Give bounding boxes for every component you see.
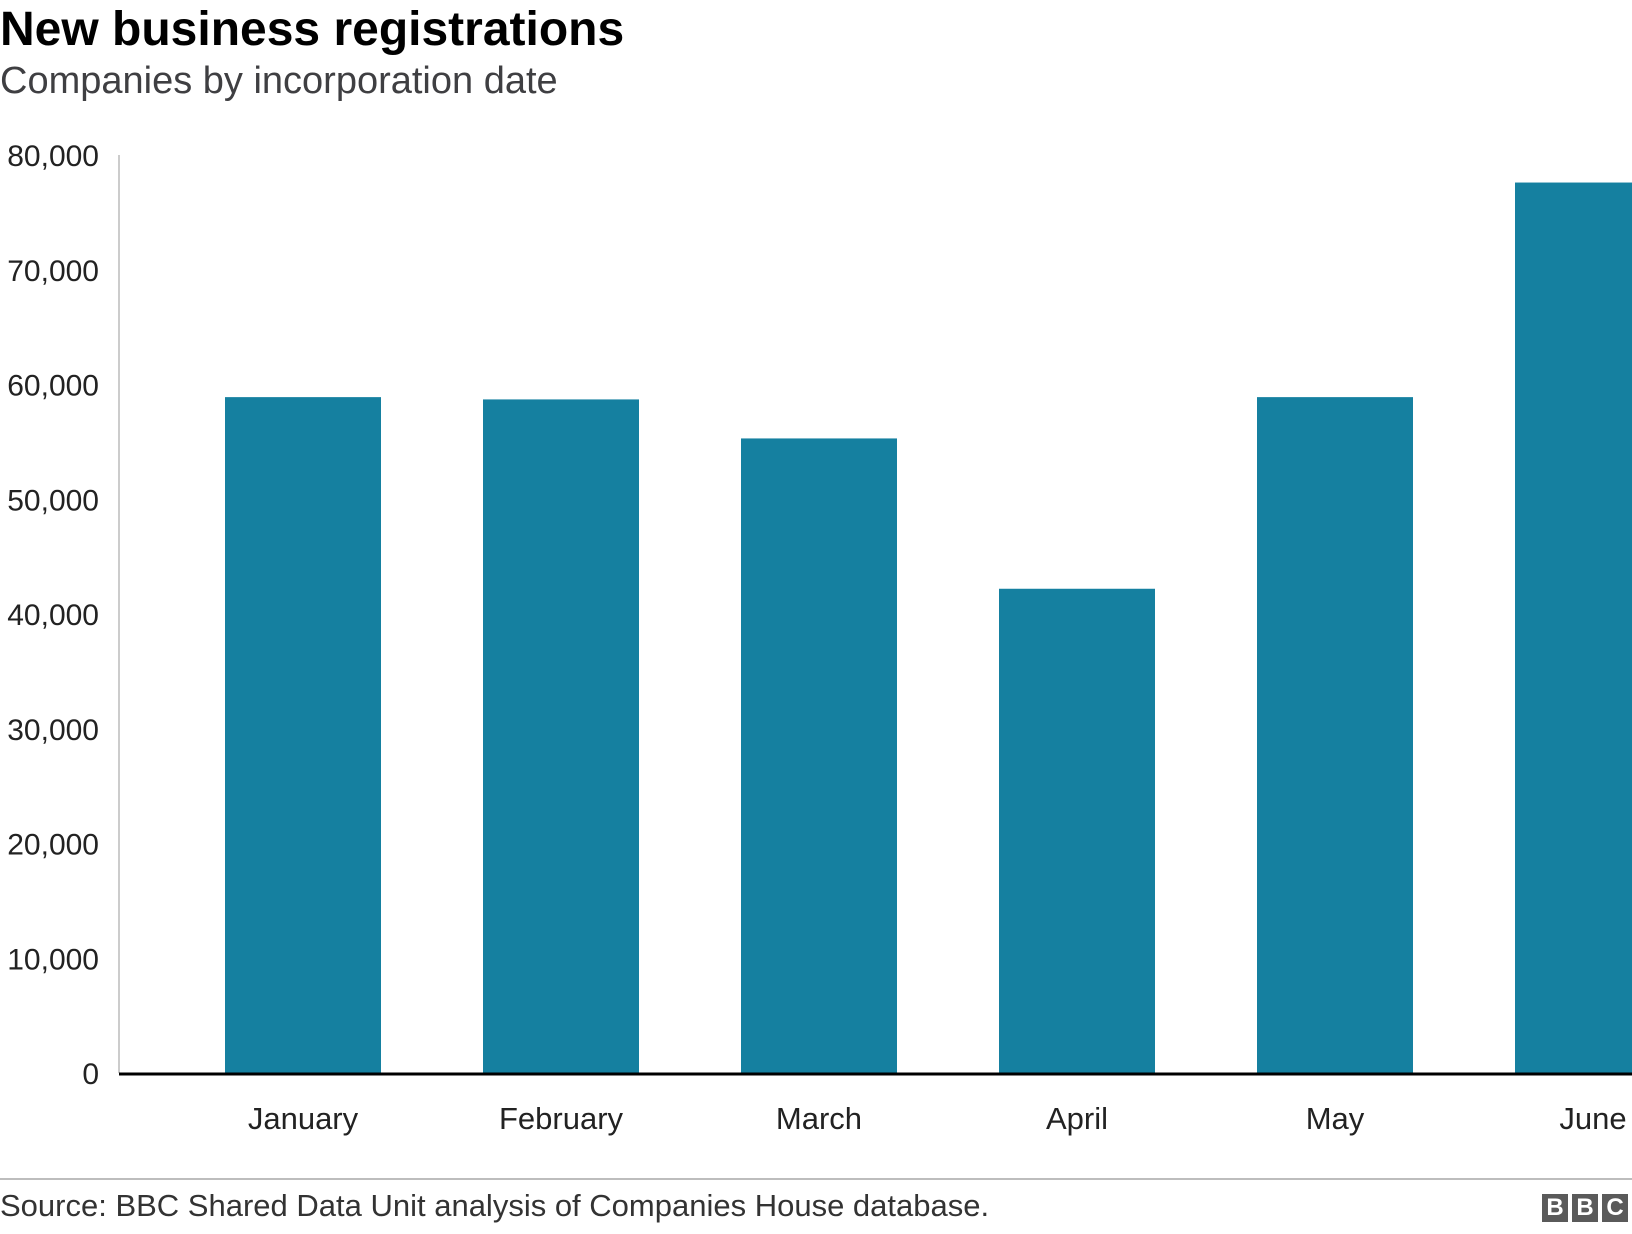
- bar-chart: 0 10,000 20,000 30,000 40,000 50,000 60,000 70,…: [7, 140, 1632, 1136]
- y-tick-label: 70,000: [7, 255, 99, 288]
- x-tick-label: June: [1559, 1101, 1626, 1136]
- footer-divider: [0, 1178, 1632, 1180]
- y-axis: 0 10,000 20,000 30,000 40,000 50,000 60,000 70,…: [7, 140, 120, 1091]
- bars: [225, 182, 1632, 1074]
- bbc-logo-letter: B: [1572, 1194, 1598, 1222]
- y-tick-label: 20,000: [7, 829, 99, 862]
- x-tick-label: March: [776, 1101, 862, 1136]
- y-tick-label: 30,000: [7, 714, 99, 747]
- source-note: Source: BBC Shared Data Unit analysis of…: [0, 1188, 990, 1223]
- bar-april: [999, 588, 1155, 1073]
- chart-title: New business registrations: [0, 3, 625, 56]
- x-tick-label: February: [499, 1101, 624, 1136]
- x-tick-label: May: [1306, 1101, 1365, 1136]
- y-tick-label: 60,000: [7, 370, 99, 403]
- bar-may: [1257, 397, 1413, 1073]
- bar-january: [225, 397, 381, 1073]
- bbc-logo-letter: C: [1602, 1194, 1628, 1222]
- bbc-logo-letter: B: [1542, 1194, 1568, 1222]
- bar-march: [741, 438, 897, 1073]
- x-axis: January February March April May June: [119, 1072, 1632, 1136]
- y-tick-label: 0: [82, 1058, 99, 1091]
- y-tick-label: 80,000: [7, 140, 99, 173]
- chart-subtitle: Companies by incorporation date: [0, 60, 558, 102]
- y-tick-label: 10,000: [7, 943, 99, 976]
- x-tick-label: April: [1046, 1101, 1108, 1136]
- bbc-logo: B B C: [1542, 1194, 1628, 1224]
- y-tick-label: 50,000: [7, 484, 99, 517]
- bar-february: [483, 399, 639, 1074]
- bar-june: [1515, 182, 1632, 1074]
- y-tick-label: 40,000: [7, 599, 99, 632]
- x-tick-label: January: [248, 1101, 359, 1136]
